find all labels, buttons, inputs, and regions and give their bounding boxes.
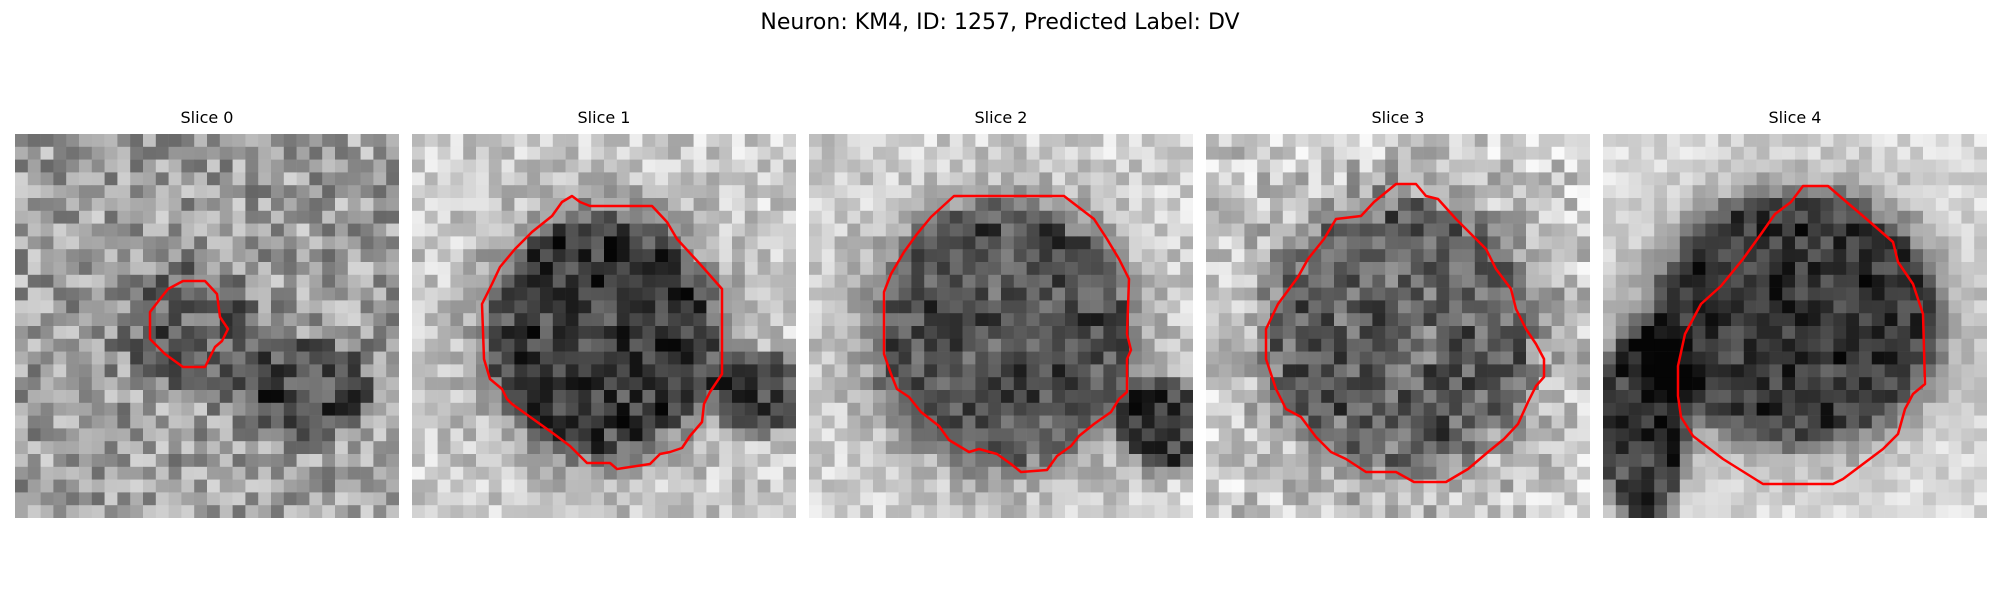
contour-outline xyxy=(1264,182,1546,484)
contour-outline xyxy=(1676,184,1927,486)
pixel-grid xyxy=(809,134,1193,518)
panel-title-slice-2: Slice 2 xyxy=(974,108,1028,127)
figure-title: Neuron: KM4, ID: 1257, Predicted Label: … xyxy=(760,10,1240,35)
slice-0-image xyxy=(15,134,399,518)
panel-title-slice-3: Slice 3 xyxy=(1371,108,1425,127)
contour-outline xyxy=(480,194,724,471)
pixel-grid xyxy=(15,134,399,518)
pixel-grid xyxy=(412,134,796,518)
contour-outline xyxy=(148,279,230,369)
pixel-grid xyxy=(1603,134,1987,518)
pixel-grid xyxy=(1206,134,1590,518)
panel-title-slice-0: Slice 0 xyxy=(180,108,234,127)
contour-outline xyxy=(882,194,1133,474)
slice-3-image xyxy=(1206,134,1590,518)
slice-1-image xyxy=(412,134,796,518)
panel-title-slice-1: Slice 1 xyxy=(577,108,631,127)
slice-4-image xyxy=(1603,134,1987,518)
panel-title-slice-4: Slice 4 xyxy=(1768,108,1822,127)
slice-2-image xyxy=(809,134,1193,518)
